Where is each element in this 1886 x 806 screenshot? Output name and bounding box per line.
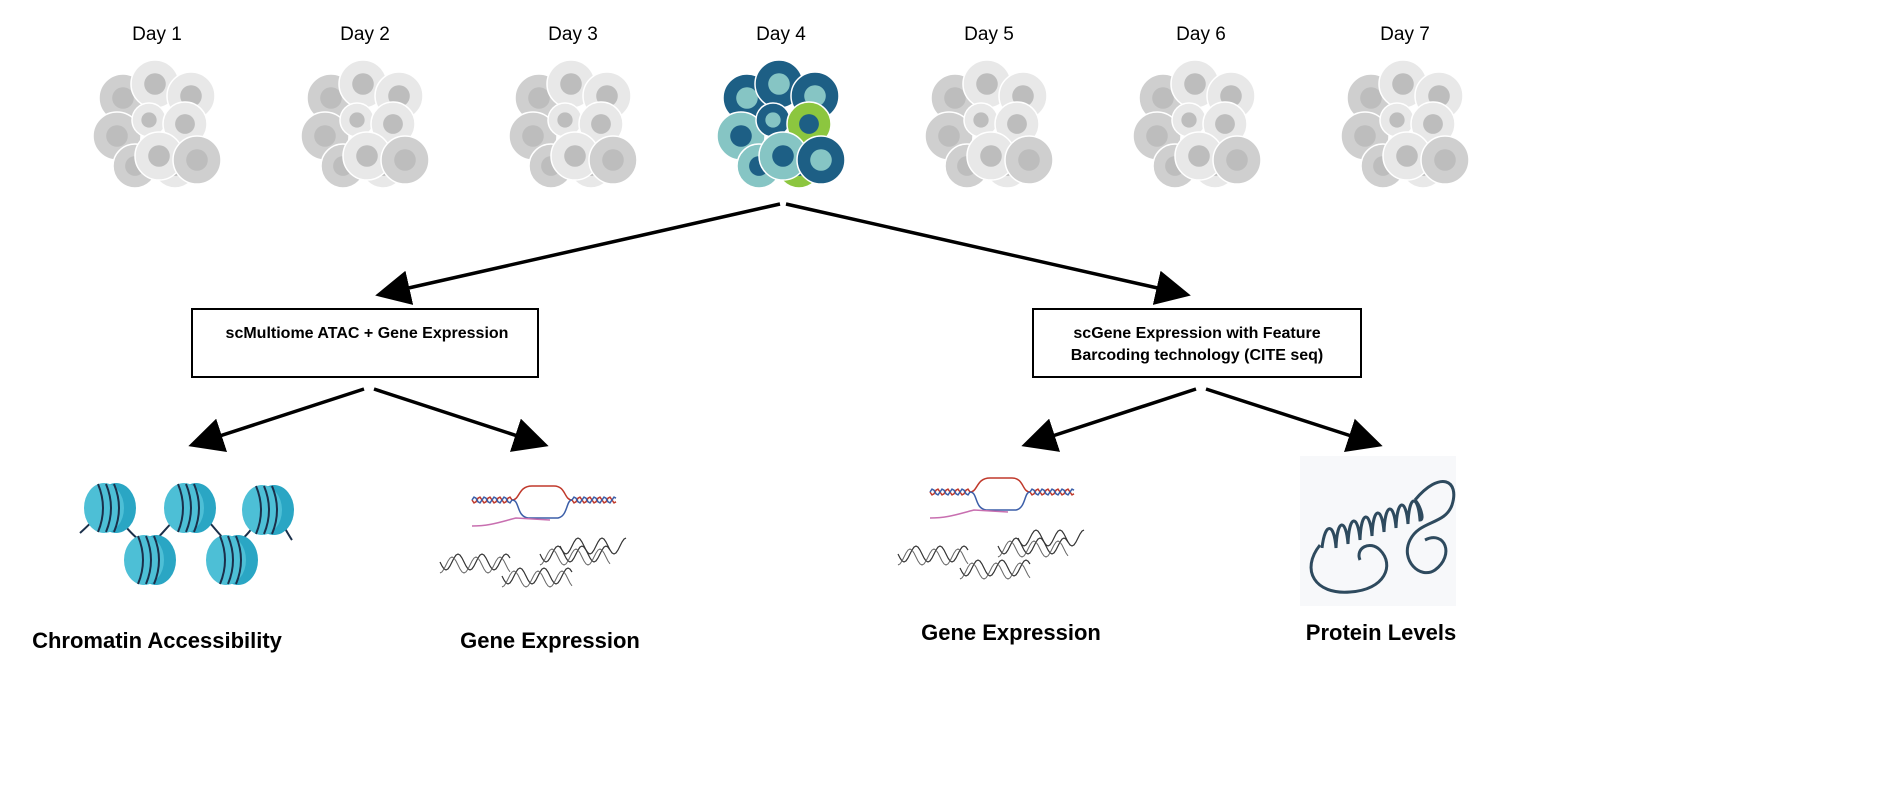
day-label-5: Day 5	[964, 24, 1014, 45]
cell-nucleus	[106, 125, 128, 147]
cell-nucleus	[356, 145, 378, 167]
assay-box-multiome-frame	[191, 308, 539, 378]
cell-nucleus	[810, 149, 832, 171]
cell-nucleus	[314, 125, 336, 147]
cell-nucleus	[528, 87, 550, 109]
cell-nucleus	[141, 112, 157, 128]
nucleosome	[84, 483, 136, 533]
output-label-chromatin: Chromatin Accessibility	[32, 628, 283, 653]
cell-nucleus	[591, 114, 611, 134]
cell-nucleus	[1354, 125, 1376, 147]
nucleosome	[206, 535, 258, 585]
assay-label-cite-line2: Barcoding technology (CITE seq)	[1071, 347, 1323, 364]
day-label-6: Day 6	[1176, 24, 1226, 45]
cell-nucleus	[736, 87, 758, 109]
dna-transcription-icon	[897, 477, 1085, 580]
cell-nucleus	[944, 87, 966, 109]
dna-transcription-icon	[439, 485, 627, 588]
arrow-multiome-to-chromatin	[188, 387, 365, 452]
cell-nucleus	[1181, 112, 1197, 128]
cell-nucleus	[112, 87, 134, 109]
assay-box-cite: scGene Expression with Feature Barcoding…	[1032, 308, 1362, 378]
cell-nucleus	[522, 125, 544, 147]
assay-box-cite-frame	[1032, 308, 1362, 378]
cell-nucleus	[148, 145, 170, 167]
cell-nucleus	[976, 73, 998, 95]
output-labels: Chromatin Accessibility Gene Expression …	[32, 620, 1456, 653]
cell-nucleus	[1392, 73, 1414, 95]
output-label-protein: Protein Levels	[1306, 620, 1456, 645]
day-label-1: Day 1	[132, 24, 182, 45]
day-label-3: Day 3	[548, 24, 598, 45]
arrow-day4-to-multiome	[375, 202, 781, 305]
cell-nucleus	[772, 145, 794, 167]
cell-nucleus	[765, 112, 781, 128]
day-label-7: Day 7	[1380, 24, 1430, 45]
arrow-multiome-to-gene-expression	[373, 387, 549, 452]
cell-nucleus	[1152, 87, 1174, 109]
cell-nucleus	[1146, 125, 1168, 147]
cell-nucleus	[564, 145, 586, 167]
nucleosome	[242, 485, 294, 535]
assay-box-multiome: scMultiome ATAC + Gene Expression	[191, 308, 539, 378]
cell-cluster-icon	[716, 59, 846, 189]
output-label-gene-expression-1: Gene Expression	[460, 628, 640, 653]
cell-nucleus	[1396, 145, 1418, 167]
cell-nucleus	[1226, 149, 1248, 171]
cell-nucleus	[1188, 145, 1210, 167]
cell-nucleus	[1360, 87, 1382, 109]
cell-nucleus	[1018, 149, 1040, 171]
nucleosome-icon	[79, 483, 294, 585]
cell-nucleus	[349, 112, 365, 128]
cell-nucleus	[1423, 114, 1443, 134]
arrow-cite-to-protein	[1205, 387, 1383, 453]
cell-nucleus	[557, 112, 573, 128]
cell-nucleus	[1007, 114, 1027, 134]
assay-label-multiome: scMultiome ATAC + Gene Expression	[226, 325, 509, 342]
cell-nucleus	[730, 125, 752, 147]
arrow-cite-to-gene-expression	[1021, 387, 1197, 452]
day-labels: Day 1 Day 2 Day 3 Day 4 Day 5 Day 6 Day …	[132, 24, 1430, 45]
cell-cluster-icon	[300, 59, 430, 189]
cell-nucleus	[768, 73, 790, 95]
arrows	[188, 202, 1383, 453]
protein-icon	[1300, 456, 1456, 606]
cell-nucleus	[1184, 73, 1206, 95]
assay-label-cite-line1: scGene Expression with Feature	[1073, 325, 1320, 342]
cell-nucleus	[352, 73, 374, 95]
nucleosome	[124, 535, 176, 585]
cell-nucleus	[602, 149, 624, 171]
cell-nucleus	[186, 149, 208, 171]
cell-nucleus	[973, 112, 989, 128]
cell-nucleus	[1215, 114, 1235, 134]
day-label-2: Day 2	[340, 24, 390, 45]
cell-nucleus	[144, 73, 166, 95]
output-label-gene-expression-2: Gene Expression	[921, 620, 1101, 645]
arrow-day4-to-cite	[785, 202, 1191, 305]
cell-cluster-icon	[1132, 59, 1262, 189]
cell-nucleus	[320, 87, 342, 109]
cell-nucleus	[383, 114, 403, 134]
cell-nucleus	[175, 114, 195, 134]
cell-nucleus	[938, 125, 960, 147]
cell-cluster-icon	[1340, 59, 1470, 189]
day-label-4: Day 4	[756, 24, 806, 45]
cell-nucleus	[560, 73, 582, 95]
cell-cluster-icon	[924, 59, 1054, 189]
cell-nucleus	[1389, 112, 1405, 128]
cell-nucleus	[394, 149, 416, 171]
cell-cluster-icon	[508, 59, 638, 189]
cell-nucleus	[980, 145, 1002, 167]
workflow-diagram: Day 1 Day 2 Day 3 Day 4 Day 5 Day 6 Day …	[32, 24, 1470, 653]
cell-nucleus	[1434, 149, 1456, 171]
cell-clusters	[92, 59, 1470, 189]
cell-nucleus	[799, 114, 819, 134]
cell-cluster-icon	[92, 59, 222, 189]
nucleosome	[164, 483, 216, 533]
